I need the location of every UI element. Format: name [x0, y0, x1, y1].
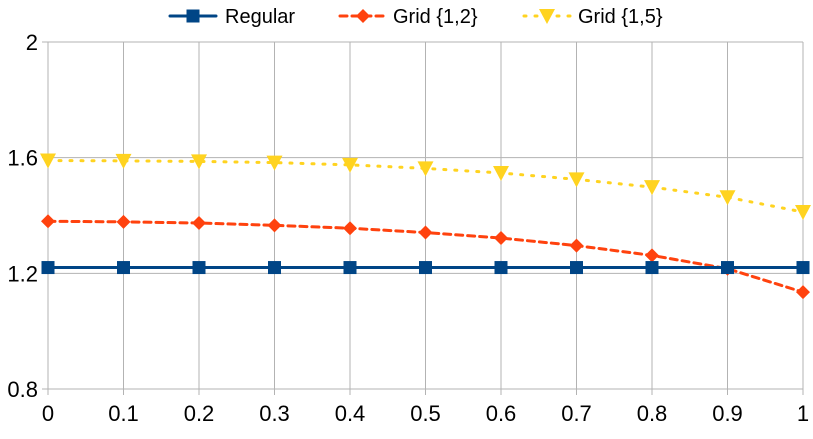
data-point: [418, 225, 433, 240]
series-layer: [40, 153, 811, 300]
x-tick-label: 0.3: [259, 401, 290, 426]
data-point: [41, 261, 55, 275]
axis-labels: 0 0.1 0.2 0.3 0.4 0.5 0.6 0.7 0.8 0.9 1 0.8 1.2 1.6 2: [7, 30, 809, 426]
data-point: [419, 261, 432, 275]
legend-label: Grid {1,5}: [578, 6, 663, 28]
data-point: [494, 231, 508, 246]
data-point: [40, 153, 56, 169]
data-point: [343, 221, 357, 236]
data-point: [342, 157, 358, 173]
y-tick-label: 2: [26, 30, 38, 55]
x-tick-label: 0.4: [335, 401, 366, 426]
legend-marker: [186, 9, 200, 23]
data-point: [267, 218, 282, 233]
legend-marker: [356, 9, 370, 23]
data-point: [569, 238, 584, 253]
x-tick-label: 0.7: [561, 401, 592, 426]
data-point: [796, 285, 810, 300]
data-point: [116, 214, 131, 229]
data-point: [191, 154, 207, 170]
data-point: [192, 261, 206, 275]
data-point: [570, 261, 583, 275]
data-point: [192, 216, 206, 231]
y-tick-label: 1.6: [7, 146, 38, 171]
legend-marker: [539, 9, 555, 24]
data-point: [115, 153, 132, 169]
x-tick-label: 1: [797, 401, 809, 426]
series-regular: [41, 261, 810, 275]
grid-lines: [42, 41, 804, 395]
series-grid-1-5-: [40, 153, 811, 221]
legend-item: Grid {1,2}: [338, 6, 478, 28]
legend-label: Regular: [225, 6, 295, 28]
x-tick-label: 0: [42, 401, 54, 426]
data-point: [493, 165, 509, 181]
x-tick-label: 0.2: [184, 401, 215, 426]
data-point: [795, 205, 811, 221]
data-point: [417, 161, 434, 177]
legend: Regular Grid {1,2} Grid {1,5}: [168, 6, 663, 28]
data-point: [568, 172, 585, 188]
data-point: [268, 261, 281, 275]
x-tick-label: 0.5: [410, 401, 441, 426]
data-point: [117, 261, 130, 275]
x-tick-label: 0.9: [712, 401, 743, 426]
legend-item: Regular: [168, 6, 295, 28]
y-tick-label: 0.8: [7, 377, 38, 402]
data-point: [645, 261, 659, 275]
x-tick-label: 0.1: [108, 401, 139, 426]
data-point: [266, 155, 283, 171]
x-tick-label: 0.6: [486, 401, 517, 426]
data-point: [721, 261, 734, 275]
series-line: [46, 159, 805, 214]
data-point: [719, 190, 736, 206]
data-point: [644, 180, 660, 196]
x-tick-label: 0.8: [637, 401, 668, 426]
data-point: [796, 261, 810, 275]
data-point: [494, 261, 508, 275]
series-grid-1-2-: [41, 214, 810, 300]
data-point: [41, 214, 55, 229]
legend-label: Grid {1,2}: [393, 6, 478, 28]
legend-item: Grid {1,5}: [522, 6, 663, 28]
data-point: [343, 261, 357, 275]
data-point: [645, 248, 659, 263]
y-tick-label: 1.2: [7, 261, 38, 286]
